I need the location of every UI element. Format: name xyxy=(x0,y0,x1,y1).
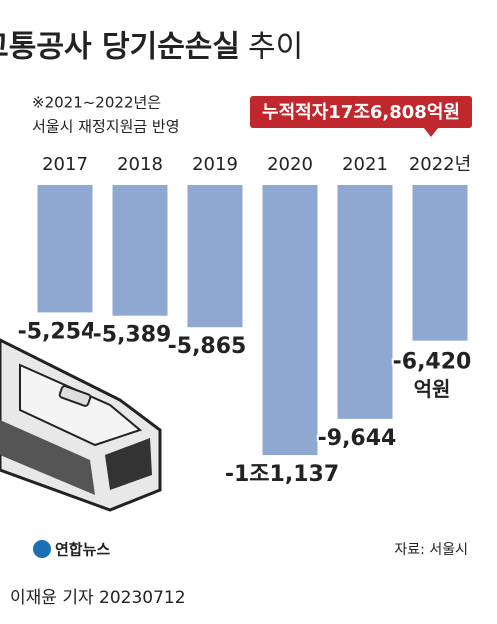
callout-box xyxy=(250,96,472,128)
x-tick-label: 2022년 xyxy=(409,154,471,175)
value-label: -5,389 xyxy=(93,323,172,348)
note: ※2021~2022년은 xyxy=(32,94,161,112)
unit-label: 억원 xyxy=(414,377,451,401)
chart-title-suffix: 추이 xyxy=(248,30,303,65)
x-tick-label: 2018 xyxy=(117,154,163,175)
chart-title: 서울교통공사 당기순손실 xyxy=(0,30,240,65)
x-tick-label: 2021 xyxy=(342,154,388,175)
x-tick-label: 2019 xyxy=(192,154,238,175)
callout: 누적적자17조6,808억원 xyxy=(262,102,460,123)
source: 자료: 서울시 xyxy=(394,542,468,558)
value-label: -1조1,137 xyxy=(225,462,339,487)
train-illustration xyxy=(0,338,162,512)
logo: 연합뉴스 xyxy=(33,540,110,559)
x-tick-label: 2017 xyxy=(42,154,88,175)
bar xyxy=(337,185,393,419)
value-label: -9,644 xyxy=(318,426,397,451)
callout-pointer xyxy=(424,128,438,137)
bar xyxy=(412,185,468,341)
bar xyxy=(187,185,243,328)
value-label: -6,420 xyxy=(393,350,472,375)
x-tick-label: 2020 xyxy=(267,154,313,175)
bar xyxy=(37,185,93,313)
bar xyxy=(262,185,318,456)
note: 서울시 재정지원금 반영 xyxy=(32,118,180,136)
logo-text: 연합뉴스 xyxy=(55,541,110,559)
byline: 이재윤 기자 20230712 xyxy=(10,588,186,608)
value-label: -5,865 xyxy=(168,334,247,359)
value-label: -5,254 xyxy=(18,319,97,344)
bar xyxy=(112,185,168,316)
